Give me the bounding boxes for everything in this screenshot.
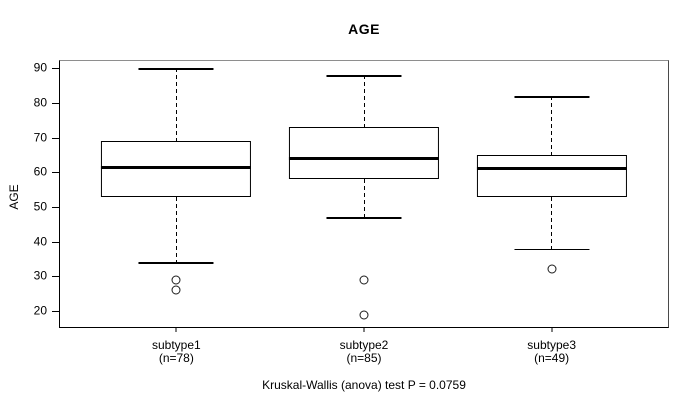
whisker-lower-line xyxy=(175,196,177,263)
y-tick xyxy=(52,276,59,278)
category-count: (n=85) xyxy=(346,351,382,365)
y-axis-title: AGE xyxy=(7,184,21,210)
category-count: (n=78) xyxy=(158,351,194,365)
iqr-box xyxy=(288,127,440,180)
y-tick-label: 60 xyxy=(33,164,47,179)
category-label: subtype3 (n=49) xyxy=(527,339,576,365)
y-tick xyxy=(52,68,59,70)
median-line xyxy=(288,156,440,160)
whisker-lower-line xyxy=(551,196,553,249)
outlier-point xyxy=(359,310,369,319)
category-label: subtype2 (n=85) xyxy=(340,339,389,365)
category-label: subtype1 (n=78) xyxy=(152,339,201,365)
whisker-lower-line xyxy=(363,179,365,218)
iqr-box xyxy=(101,141,252,197)
whisker-upper-line xyxy=(551,96,553,155)
y-tick xyxy=(52,241,59,243)
plot-area: 20 30 40 50 60 70 80 90 subtype1 (n=78) subtype2 (n… xyxy=(34,60,669,365)
outlier-point xyxy=(547,264,557,274)
y-tick-label: 80 xyxy=(33,95,47,110)
whisker-upper-line xyxy=(175,68,177,142)
whisker-cap-upper xyxy=(326,75,402,77)
outlier-point xyxy=(359,275,369,285)
whisker-cap-upper xyxy=(138,68,214,70)
y-tick-label: 90 xyxy=(33,60,47,75)
y-tick xyxy=(52,137,59,139)
iqr-box xyxy=(476,154,627,197)
whisker-upper-line xyxy=(363,75,365,128)
x-tick xyxy=(551,327,553,332)
category-name: subtype2 xyxy=(339,338,389,352)
x-tick xyxy=(175,327,177,332)
whisker-cap-upper xyxy=(514,96,590,98)
y-tick-label: 30 xyxy=(33,268,47,283)
median-line xyxy=(101,165,252,169)
x-tick xyxy=(363,327,365,332)
y-tick xyxy=(52,207,59,208)
y-tick xyxy=(52,172,59,174)
outlier-point xyxy=(171,275,181,285)
chart-title: AGE xyxy=(348,21,380,37)
whisker-cap-lower xyxy=(514,248,590,251)
category-name: subtype1 xyxy=(151,338,201,352)
category-name: subtype3 xyxy=(527,338,576,352)
median-line xyxy=(476,167,627,171)
outlier-point xyxy=(171,285,181,295)
y-tick-label: 20 xyxy=(33,303,47,318)
y-tick xyxy=(52,311,59,313)
y-tick xyxy=(52,102,59,104)
whisker-cap-lower xyxy=(326,217,402,219)
whisker-cap-lower xyxy=(138,262,214,264)
kruskal-wallis-annotation: Kruskal-Wallis (anova) test P = 0.0759 xyxy=(262,378,466,392)
y-tick-label: 50 xyxy=(33,199,47,214)
y-tick-label: 70 xyxy=(33,130,47,145)
y-tick-label: 40 xyxy=(33,234,47,249)
category-count: (n=49) xyxy=(534,351,570,365)
